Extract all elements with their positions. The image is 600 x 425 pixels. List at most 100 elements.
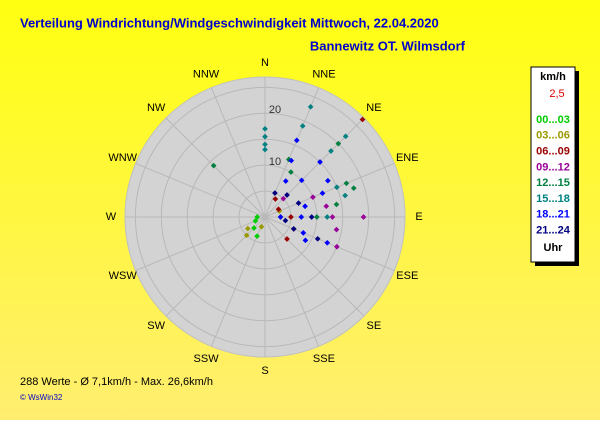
point <box>251 225 257 231</box>
point <box>288 169 294 175</box>
point <box>329 214 336 220</box>
point <box>334 184 340 191</box>
legend-title: km/h <box>540 71 566 83</box>
point <box>343 180 350 187</box>
direction-label: SW <box>147 320 165 332</box>
legend-note: 2,5 <box>549 88 564 100</box>
point <box>333 201 340 208</box>
point <box>282 217 289 224</box>
point <box>308 214 315 220</box>
spoke <box>264 117 365 218</box>
grid-ring <box>160 112 370 322</box>
r-tick-label: 20 <box>269 104 281 116</box>
spoke <box>135 216 266 272</box>
point <box>272 196 279 202</box>
legend-entry: 03...06 <box>536 130 570 142</box>
point <box>284 236 290 242</box>
direction-label: ENE <box>396 152 419 164</box>
point <box>317 159 323 165</box>
point <box>310 194 316 200</box>
chart-title: Verteilung Windrichtung/Windgeschwindigk… <box>20 15 439 30</box>
point <box>275 206 282 213</box>
point <box>262 133 268 140</box>
r-tick-label: 10 <box>269 156 281 168</box>
point <box>328 148 334 154</box>
point <box>290 226 297 232</box>
point <box>360 214 367 220</box>
spoke <box>165 117 266 218</box>
legend-entry: 06...09 <box>536 146 570 158</box>
point <box>342 133 349 140</box>
direction-label: SSE <box>313 353 335 365</box>
point <box>210 162 217 169</box>
point <box>325 177 331 184</box>
point <box>323 203 330 210</box>
point <box>314 214 320 220</box>
point <box>272 190 278 196</box>
chart-subtitle: Bannewitz OT. Wilmsdorf <box>310 38 466 53</box>
point <box>295 200 302 206</box>
direction-label: W <box>106 211 117 223</box>
summary: 288 Werte - Ø 7,1km/h - Max. 26,6km/h <box>20 376 213 388</box>
point <box>262 141 268 148</box>
credit: © WsWin32 <box>20 393 63 402</box>
point <box>324 214 331 220</box>
spoke <box>264 216 365 317</box>
spoke <box>135 162 266 218</box>
point <box>262 126 268 132</box>
point <box>319 190 326 197</box>
legend-entry: 18...21 <box>536 209 570 221</box>
point <box>333 226 340 233</box>
spoke <box>264 87 320 218</box>
direction-label: SE <box>367 320 382 332</box>
direction-label: SSW <box>194 353 220 365</box>
legend-entry: 09...12 <box>536 161 570 173</box>
direction-label: S <box>261 365 268 377</box>
spoke <box>210 87 266 218</box>
direction-label: E <box>415 211 422 223</box>
point <box>335 140 342 147</box>
point <box>258 223 265 230</box>
direction-label: NW <box>147 102 166 114</box>
point <box>302 203 308 210</box>
point <box>300 230 307 236</box>
direction-label: ESE <box>396 270 418 282</box>
legend-entry: 21...24 <box>536 225 571 237</box>
point <box>299 123 306 129</box>
grid-ring <box>134 86 396 348</box>
point <box>350 185 357 191</box>
point <box>262 146 268 153</box>
point <box>254 233 260 239</box>
point <box>277 214 284 220</box>
point <box>282 178 289 184</box>
spoke <box>264 216 395 272</box>
spoke <box>210 216 266 347</box>
legend-box <box>530 66 576 263</box>
spoke <box>165 216 266 317</box>
spoke <box>264 162 395 218</box>
point <box>298 177 305 184</box>
point <box>284 192 290 198</box>
point <box>288 214 294 220</box>
direction-label: WNW <box>108 152 137 164</box>
point <box>243 232 250 239</box>
direction-label: NNW <box>193 69 220 81</box>
point <box>288 157 295 164</box>
point <box>280 195 287 202</box>
legend-entry: 15...18 <box>536 193 570 205</box>
direction-label: WSW <box>109 270 138 282</box>
spoke <box>264 216 320 347</box>
point <box>293 137 300 144</box>
point <box>298 214 305 220</box>
point <box>244 225 251 232</box>
point <box>342 192 348 199</box>
point <box>334 243 340 250</box>
legend-entry: 00...03 <box>536 114 570 126</box>
direction-label: N <box>261 57 269 69</box>
direction-label: NE <box>366 102 381 114</box>
point <box>302 237 309 244</box>
point <box>252 218 259 224</box>
direction-label: NNE <box>312 69 335 81</box>
point <box>324 239 331 246</box>
